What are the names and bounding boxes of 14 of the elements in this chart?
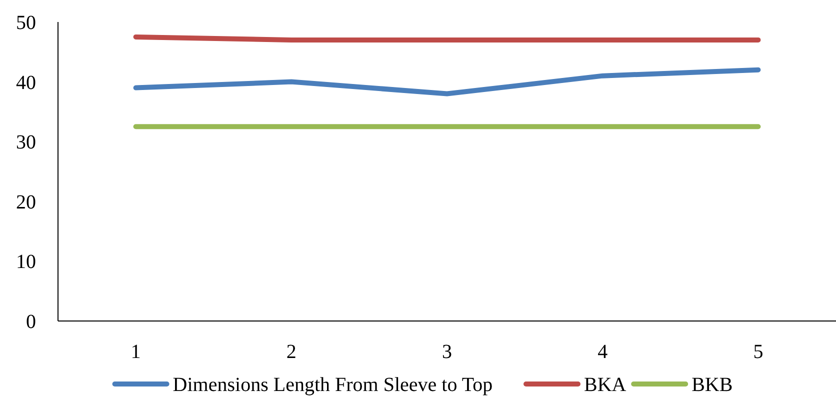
x-tick-label: 4 (598, 341, 608, 363)
legend-label: Dimensions Length From Sleeve to Top (172, 374, 493, 396)
y-tick-label: 50 (16, 12, 36, 34)
y-tick-label: 40 (16, 72, 36, 94)
legend-label: BKA (584, 374, 627, 396)
x-tick-label: 5 (753, 341, 764, 363)
x-tick-label: 2 (286, 341, 296, 363)
y-tick-label: 10 (16, 251, 36, 274)
x-tick-label: 1 (130, 341, 141, 363)
legend-label: BKB (692, 374, 733, 396)
y-tick-label: 20 (16, 191, 36, 214)
y-tick-label: 30 (16, 132, 36, 154)
y-tick-label: 0 (26, 311, 36, 333)
x-tick-label: 3 (442, 341, 452, 363)
